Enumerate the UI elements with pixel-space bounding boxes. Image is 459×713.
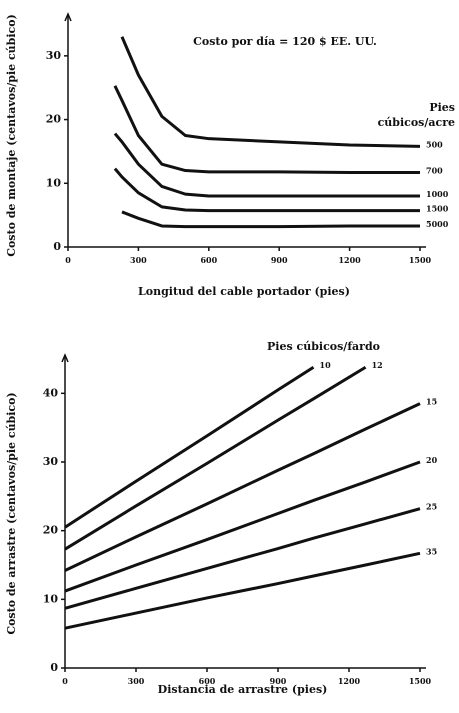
x-tick-label: 900 (270, 676, 287, 686)
legend-title: Pies cúbicos/fardo (267, 340, 380, 353)
series-label: 12 (372, 360, 383, 370)
legend-title: cúbicos/acre (378, 116, 455, 129)
y-axis-arrow (61, 353, 69, 363)
x-tick-label: 300 (130, 255, 147, 265)
y-tick-label: 40 (43, 386, 59, 399)
series-line (64, 365, 315, 529)
x-tick-label: 600 (199, 676, 216, 686)
y-axis-title: Costo de montaje (centavos/pie cúbico) (5, 14, 18, 257)
y-axis-arrow (64, 12, 72, 22)
series-label: 5000 (426, 219, 449, 229)
y-tick-label: 20 (46, 113, 62, 126)
x-tick-label: 1500 (409, 255, 432, 265)
series-line (64, 507, 421, 610)
y-tick-label: 30 (43, 455, 59, 468)
x-tick-label: 0 (62, 676, 68, 686)
legend-title: Pies (429, 101, 455, 114)
series-label: 700 (426, 165, 443, 175)
y-axis-title: Costo de arrastre (centavos/pie cúbico) (5, 392, 18, 634)
series-line (113, 85, 420, 174)
y-tick-label: 20 (43, 524, 59, 537)
series-line (64, 402, 421, 572)
series-label: 500 (426, 139, 443, 149)
series-label: 20 (426, 455, 438, 465)
x-axis-title: Longitud del cable portador (pies) (138, 285, 350, 298)
series-label: 35 (426, 546, 437, 556)
x-tick-label: 900 (271, 255, 288, 265)
series-line (113, 132, 420, 198)
x-tick-label: 0 (65, 255, 71, 265)
series-label: 15 (426, 397, 437, 407)
series-line (121, 210, 420, 229)
y-tick-label: 10 (46, 176, 62, 189)
series-line (64, 460, 421, 593)
series-label: 1000 (426, 189, 449, 199)
series-label: 25 (426, 502, 437, 512)
series-line (64, 365, 367, 551)
y-tick-label: 0 (53, 240, 61, 253)
x-tick-label: 300 (128, 676, 145, 686)
series-label: 1500 (426, 204, 449, 214)
y-tick-label: 10 (43, 592, 59, 605)
x-axis-title: Distancia de arrastre (pies) (158, 683, 328, 696)
series-line (64, 551, 421, 630)
y-tick-label: 0 (50, 661, 58, 674)
x-tick-label: 1500 (409, 676, 432, 686)
x-tick-label: 1200 (338, 255, 361, 265)
y-tick-label: 30 (46, 49, 62, 62)
x-tick-label: 1200 (338, 676, 361, 686)
series-line (113, 167, 420, 213)
series-label: 10 (320, 360, 332, 370)
series-line (120, 36, 421, 148)
chart-title: Costo por día = 120 $ EE. UU. (193, 35, 377, 48)
x-tick-label: 600 (200, 255, 217, 265)
